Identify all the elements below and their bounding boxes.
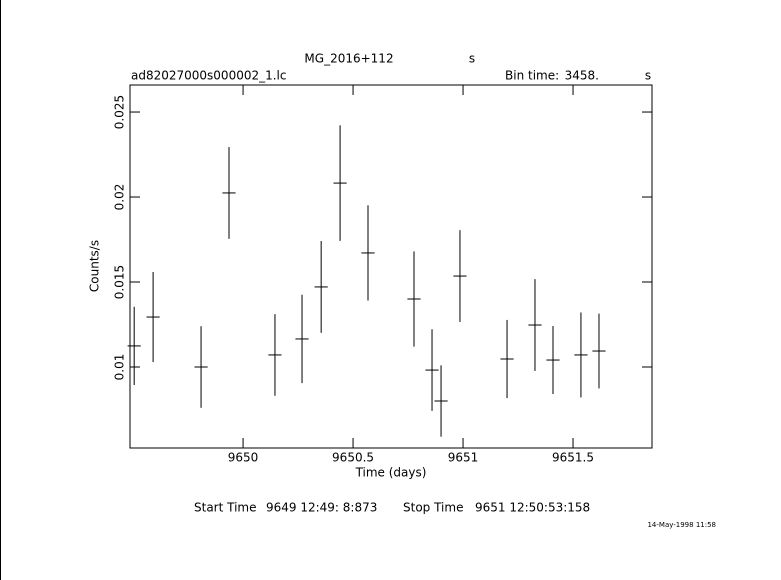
x-tick-label: 9650.5 — [332, 451, 374, 465]
x-tick-label: 9651.5 — [552, 451, 594, 465]
bin-time-label: Bin time: — [505, 69, 559, 83]
x-tick-label: 9651 — [448, 451, 479, 465]
x-axis-label: Time (days) — [355, 466, 427, 480]
start-time: 9649 12:49: 8:873 — [266, 501, 377, 515]
timestamp: 14-May-1998 11:58 — [647, 521, 716, 529]
plot-frame — [129, 84, 653, 449]
chart-title: MG_2016+112 — [304, 52, 393, 66]
stop-label: Stop Time — [403, 501, 463, 515]
y-tick-label: 0.025 — [113, 95, 127, 129]
x-tick-label: 9650 — [228, 451, 259, 465]
bin-time-unit: s — [645, 69, 651, 83]
file-name: ad82027000s000002_1.lc — [131, 69, 287, 83]
y-tick-label: 0.01 — [113, 354, 127, 381]
y-tick-label: 0.015 — [113, 265, 127, 299]
title-unit: s — [469, 52, 475, 66]
y-axis-label: Counts/s — [88, 240, 102, 292]
bin-time: 3458. — [565, 69, 599, 83]
start-label: Start Time — [194, 501, 257, 515]
y-tick-label: 0.02 — [113, 184, 127, 211]
stop-time: 9651 12:50:53:158 — [475, 501, 590, 515]
